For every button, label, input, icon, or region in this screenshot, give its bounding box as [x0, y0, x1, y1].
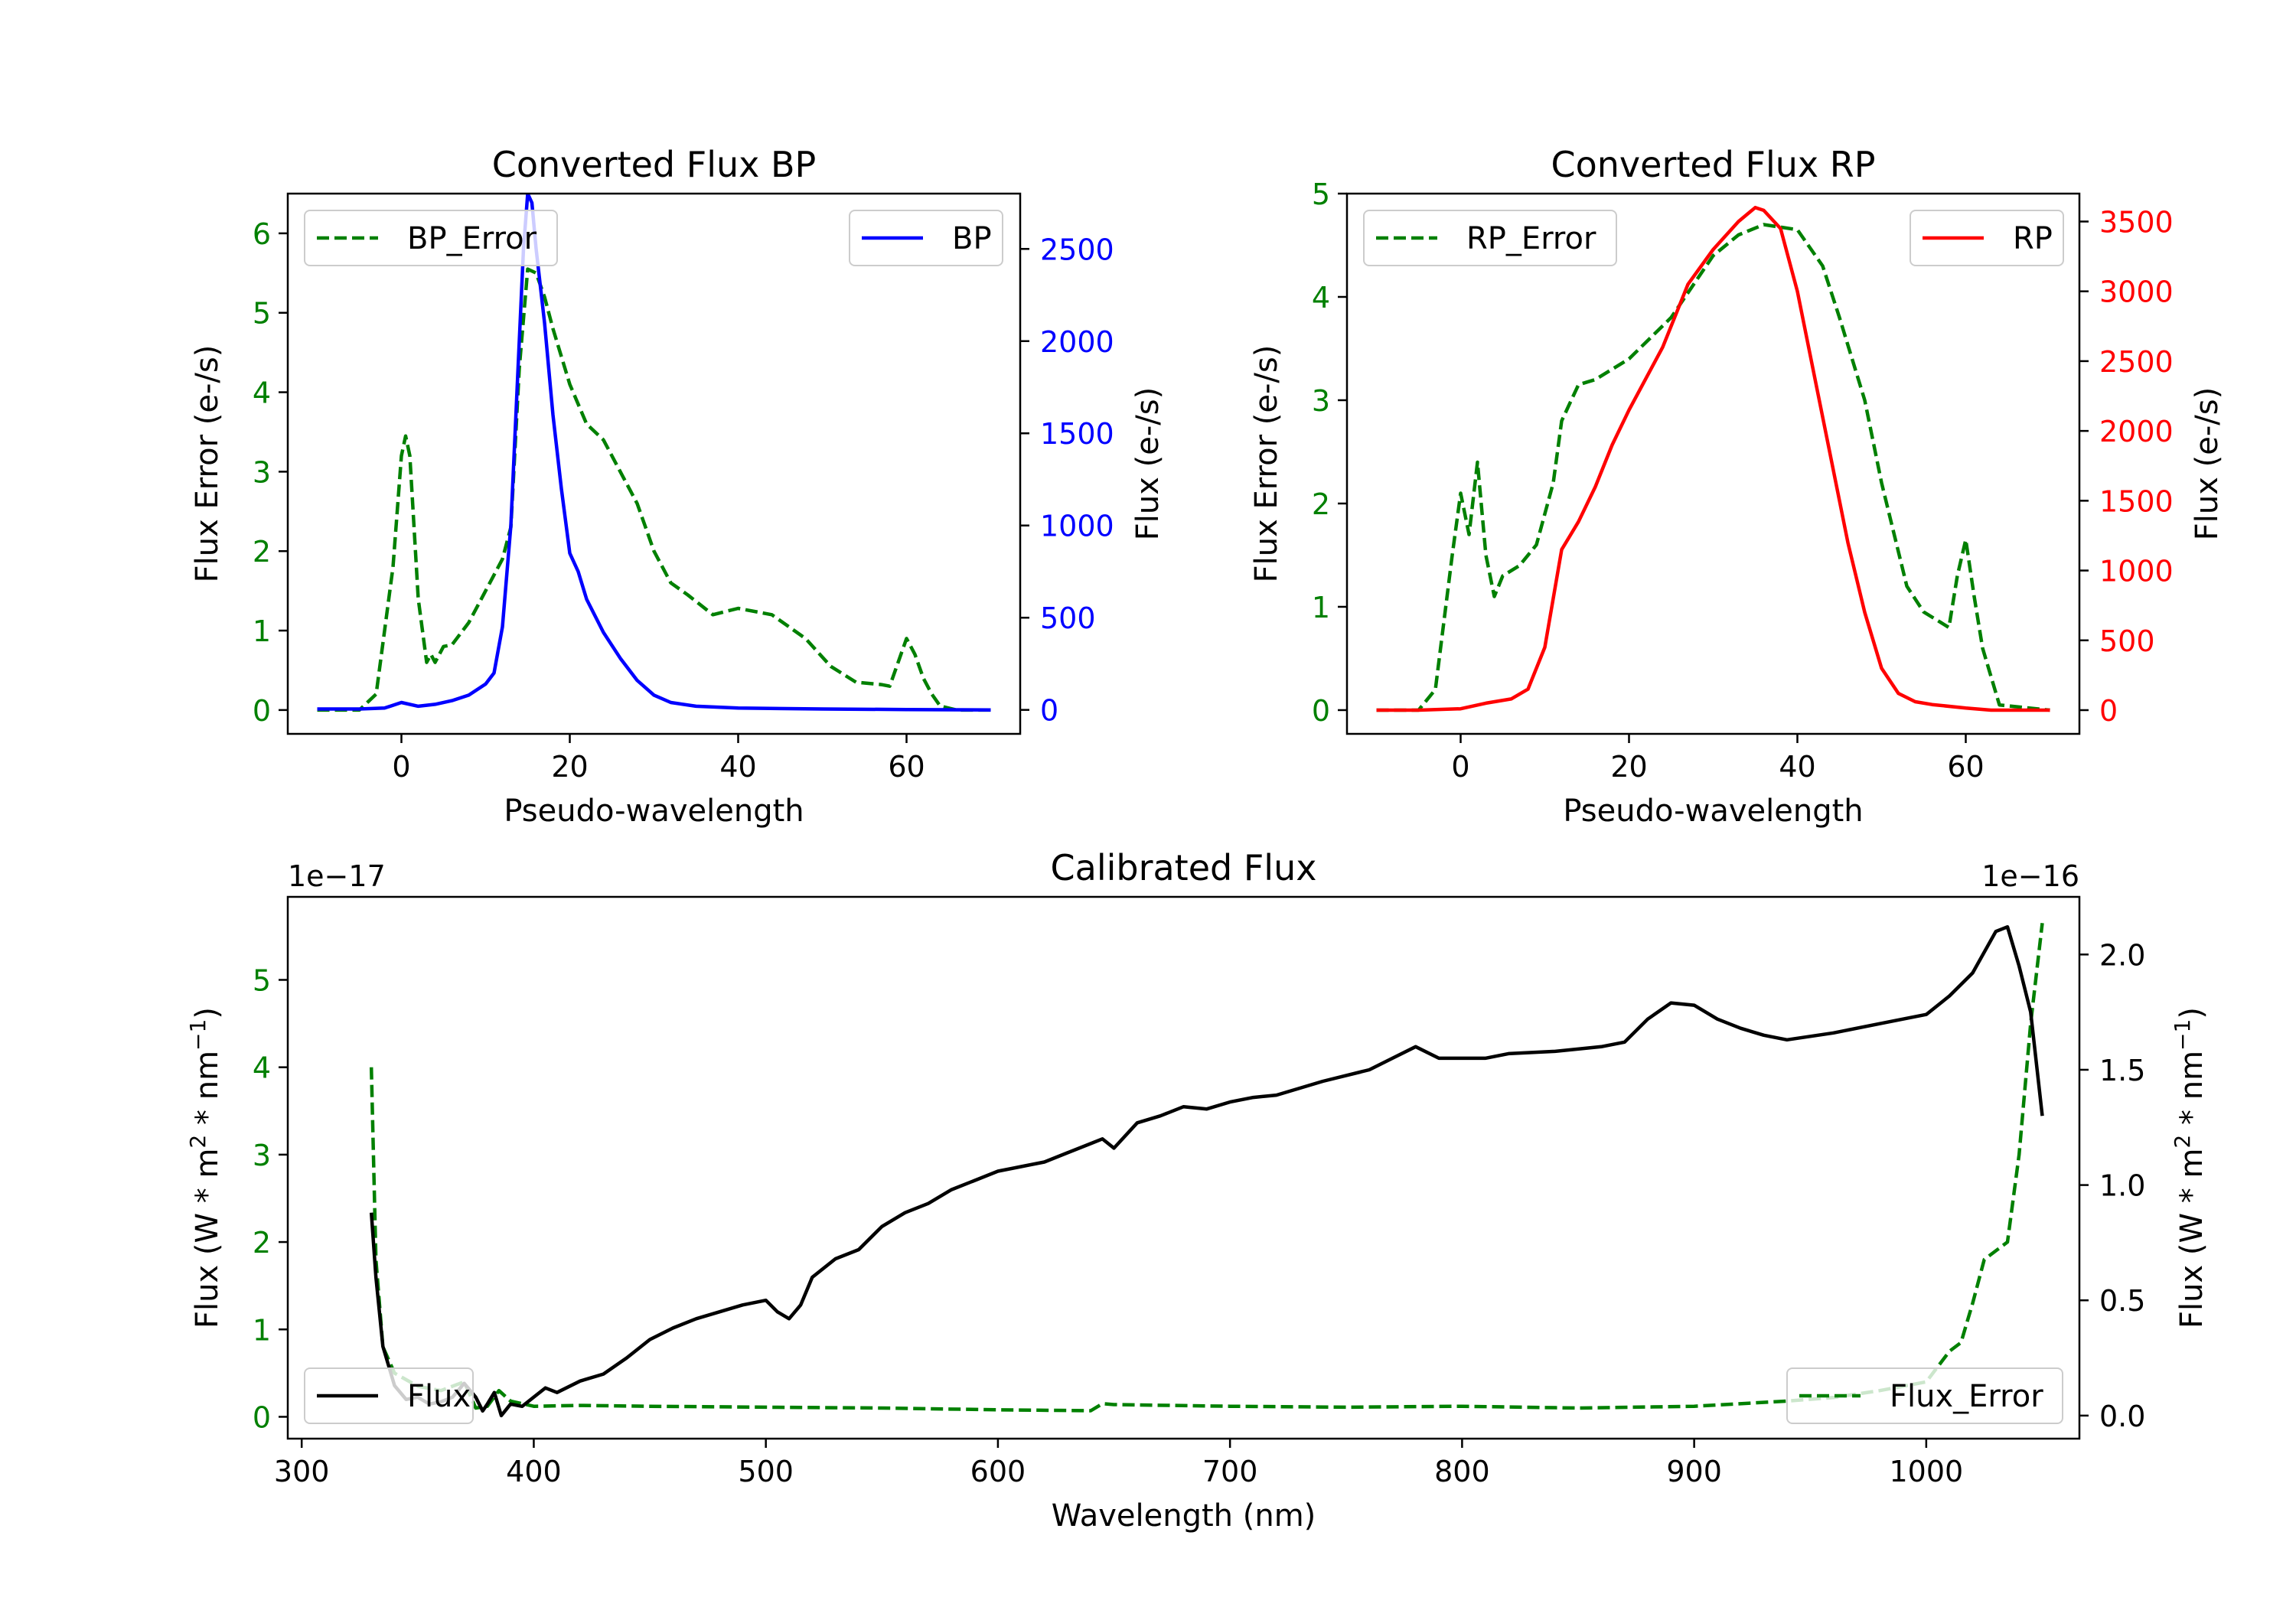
x-tick-label: 800	[1434, 1455, 1490, 1488]
x-tick-label: 60	[1947, 750, 1984, 784]
y-right-tick-label: 500	[2099, 624, 2155, 658]
y-right-tick-label: 0.0	[2099, 1400, 2145, 1433]
left-axis-offset-label: 1e−17	[288, 859, 386, 893]
bp-plot-area	[317, 194, 991, 712]
y-left-tick-label: 1	[253, 1313, 271, 1347]
x-tick-label: 20	[1610, 750, 1647, 784]
rp-xlabel: Pseudo-wavelength	[1563, 794, 1863, 829]
y-left-tick-label: 4	[1312, 281, 1330, 315]
rp-axes-frame	[1345, 192, 2081, 735]
rp-plot-area	[1376, 205, 2050, 712]
legend-label: RP	[2013, 221, 2053, 256]
y-left-tick-label: 3	[253, 1139, 271, 1172]
y-left-tick-label: 4	[253, 376, 271, 410]
y-right-tick-label: 3000	[2099, 275, 2174, 309]
series-bp-error	[317, 267, 991, 712]
y-right-tick-label: 1500	[1040, 417, 1114, 451]
y-left-tick-label: 2	[253, 535, 271, 569]
x-tick-label: 40	[719, 750, 756, 784]
series-bp	[317, 194, 991, 712]
y-right-tick-label: 500	[1040, 601, 1096, 635]
bp-title: Converted Flux BP	[492, 144, 817, 185]
y-left-tick-label: 5	[253, 297, 271, 331]
legend-label: Flux	[407, 1379, 471, 1414]
bp-panel: 0 20 40 60012345605001000150020002500Conver…	[190, 144, 1166, 829]
y-right-tick-label: 1.0	[2099, 1169, 2145, 1203]
rp-panel: 0 20 40 60 0 1 2 3 4 5 0 500 1000 1500 2000 2500 3000 350…	[1249, 144, 2225, 829]
x-tick-label: 400	[506, 1455, 562, 1488]
y-right-tick-label: 0.5	[2099, 1284, 2145, 1318]
y-right-tick-label: 1500	[2099, 484, 2174, 518]
x-tick-label: 700	[1202, 1455, 1258, 1488]
bp-legend-right: BP	[849, 210, 1003, 266]
legend-label: RP_Error	[1466, 221, 1596, 256]
bp-ylabel-left: Flux Error (e-/s)	[190, 345, 225, 583]
y-left-tick-label: 0	[1312, 694, 1330, 728]
bp-xlabel: Pseudo-wavelength	[504, 794, 804, 829]
y-right-tick-label: 2500	[2099, 345, 2174, 379]
series-flux	[369, 924, 2044, 1418]
y-right-tick-label: 1.5	[2099, 1054, 2145, 1087]
bp-legend-left: BP_Error	[304, 210, 558, 266]
calibrated-ylabel-left: Flux (W * m2 * nm−1)	[185, 1007, 225, 1328]
y-left-tick-label: 5	[1312, 178, 1330, 211]
x-tick-label: 60	[888, 750, 925, 784]
x-tick-label: 600	[970, 1455, 1026, 1488]
series-rp	[1376, 205, 2050, 712]
right-axis-offset-label: 1e−16	[1981, 859, 2079, 893]
y-right-tick-label: 1000	[2099, 555, 2174, 588]
series-flux-error	[369, 923, 2044, 1413]
y-left-tick-label: 3	[253, 455, 271, 489]
x-tick-label: 0	[392, 750, 410, 784]
y-left-tick-label: 5	[253, 963, 271, 997]
x-tick-label: 20	[551, 750, 588, 784]
y-left-tick-label: 0	[253, 1400, 271, 1434]
y-left-tick-label: 3	[1312, 384, 1330, 418]
y-right-tick-label: 0	[1040, 694, 1058, 728]
y-right-tick-label: 1000	[1040, 510, 1114, 543]
legend-label: BP_Error	[407, 221, 537, 256]
legend-label: Flux_Error	[1890, 1379, 2043, 1414]
calibrated-axes-frame	[286, 895, 2081, 1440]
y-left-tick-label: 1	[1312, 591, 1330, 624]
bp-axes-frame	[286, 192, 1022, 735]
calibrated-flux-panel: 300 400 500 600 700 800 900 1000 0 1 2 3 4 5 0.0 0.5 1.0…	[185, 847, 2210, 1534]
calibrated-title: Calibrated Flux	[1051, 847, 1317, 888]
calibrated-legend-left: Flux	[304, 1367, 474, 1424]
y-right-tick-label: 2.0	[2099, 938, 2145, 972]
y-right-tick-label: 3500	[2099, 205, 2174, 239]
x-tick-label: 1000	[1890, 1455, 1964, 1488]
y-left-tick-label: 2	[253, 1226, 271, 1260]
y-left-tick-label: 1	[253, 614, 271, 648]
rp-ylabel-right: Flux (e-/s)	[2190, 387, 2225, 540]
y-right-tick-label: 2000	[2099, 415, 2174, 448]
y-left-tick-label: 6	[253, 217, 271, 251]
legend-label: BP	[952, 221, 992, 256]
y-right-tick-label: 0	[2099, 694, 2118, 728]
x-tick-label: 40	[1779, 750, 1815, 784]
rp-title: Converted Flux RP	[1551, 144, 1876, 185]
y-right-tick-label: 2500	[1040, 233, 1114, 266]
rp-legend-right: RP	[1910, 210, 2064, 266]
x-tick-label: 0	[1451, 750, 1469, 784]
series-rp-error	[1376, 223, 2050, 712]
x-tick-label: 300	[274, 1455, 330, 1488]
rp-legend-left: RP_Error	[1363, 210, 1617, 266]
y-left-tick-label: 2	[1312, 487, 1330, 521]
calibrated-legend-right: Flux_Error	[1786, 1367, 2063, 1424]
calibrated-ylabel-right: Flux (W * m2 * nm−1)	[2170, 1007, 2210, 1328]
y-right-tick-label: 2000	[1040, 325, 1114, 359]
y-left-tick-label: 4	[253, 1051, 271, 1085]
calibrated-xlabel: Wavelength (nm)	[1052, 1498, 1316, 1534]
x-tick-label: 900	[1666, 1455, 1722, 1488]
rp-ylabel-left: Flux Error (e-/s)	[1249, 345, 1284, 583]
y-left-tick-label: 0	[253, 694, 271, 728]
bp-ylabel-right: Flux (e-/s)	[1130, 387, 1166, 540]
x-tick-label: 500	[738, 1455, 794, 1488]
calibrated-plot-area	[369, 923, 2044, 1418]
